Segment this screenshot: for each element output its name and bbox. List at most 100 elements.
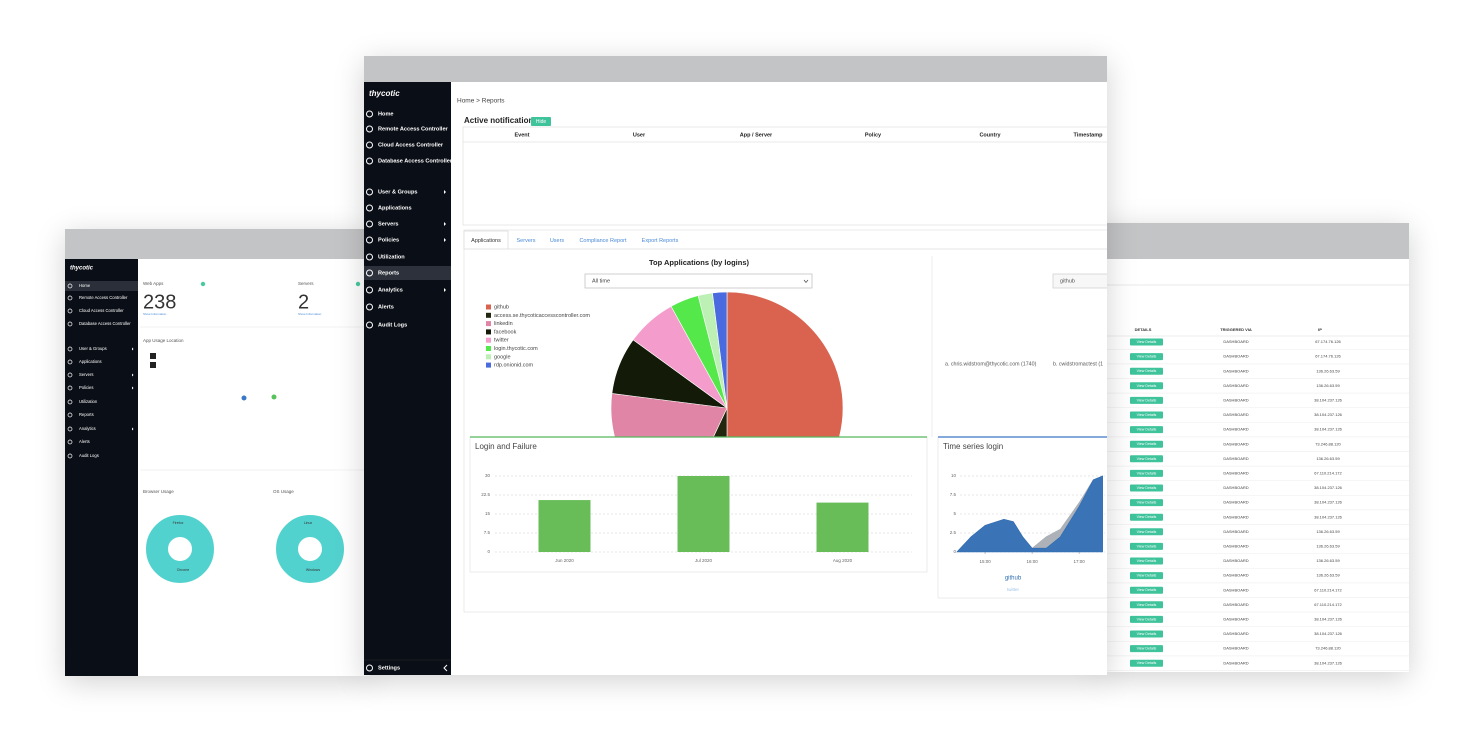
view-details-label[interactable]: View Details [1137, 384, 1157, 388]
view-details-label[interactable]: View Details [1137, 457, 1157, 461]
view-details-label[interactable]: View Details [1137, 442, 1157, 446]
tab[interactable]: Compliance Report [579, 238, 627, 244]
view-details-label[interactable]: View Details [1137, 647, 1157, 651]
legend-label: github [1005, 576, 1022, 582]
view-details-label[interactable]: View Details [1137, 559, 1157, 563]
hide-button[interactable] [531, 117, 551, 126]
view-details-button[interactable] [1130, 572, 1163, 580]
view-details-label[interactable]: View Details [1137, 515, 1157, 519]
nav-item[interactable]: User & Groups [378, 189, 417, 195]
view-details-button[interactable] [1130, 542, 1163, 550]
view-details-label[interactable]: View Details [1137, 588, 1157, 592]
nav-item[interactable]: Analytics [378, 287, 403, 293]
nav-item[interactable]: Home [378, 111, 394, 117]
nav-item[interactable]: Applications [79, 359, 102, 364]
nav-item[interactable]: Cloud Access Controller [378, 142, 444, 148]
ip: 38.104.237.126 [1314, 514, 1343, 519]
nav-item[interactable]: Cloud Access Controller [79, 308, 124, 313]
nav-item[interactable]: Analytics [79, 426, 96, 431]
nav-item[interactable]: Applications [378, 205, 412, 211]
view-details-button[interactable] [1130, 659, 1163, 667]
view-details-label[interactable]: View Details [1137, 632, 1157, 636]
view-details-button[interactable] [1130, 338, 1163, 346]
nav-item[interactable]: Policies [79, 385, 93, 390]
view-details-button[interactable] [1130, 455, 1163, 463]
hide-label[interactable]: Hide [536, 119, 547, 125]
view-details-label[interactable]: View Details [1137, 486, 1157, 490]
view-details-label[interactable]: View Details [1137, 340, 1157, 344]
view-details-button[interactable] [1130, 484, 1163, 492]
view-details-label[interactable]: View Details [1137, 413, 1157, 417]
breadcrumb: Home > Reports [457, 98, 505, 105]
nav-item[interactable]: Audit Logs [79, 453, 99, 458]
view-details-button[interactable] [1130, 499, 1163, 507]
nav-item[interactable]: Alerts [79, 439, 90, 444]
triggered-via: DASHBOARD [1223, 427, 1248, 432]
tab[interactable]: Applications [471, 238, 501, 244]
view-details-button[interactable] [1130, 528, 1163, 536]
status-dot [200, 281, 206, 287]
tab[interactable]: Export Reports [642, 238, 679, 244]
nav-item[interactable]: User & Groups [79, 346, 107, 351]
nav-item[interactable]: Database Access Controller [79, 321, 131, 326]
nav-item[interactable]: Utilization [79, 399, 98, 404]
legend-label: access.se.thycoticaccesscontroller.com [494, 313, 590, 319]
ip: 73.246.88.120 [1315, 441, 1341, 446]
view-details-label[interactable]: View Details [1137, 369, 1157, 373]
nav-item[interactable]: Home [79, 283, 91, 288]
view-details-button[interactable] [1130, 396, 1163, 404]
view-details-button[interactable] [1130, 440, 1163, 448]
view-details-label[interactable]: View Details [1137, 530, 1157, 534]
ip: 136.26.63.59 [1316, 558, 1340, 563]
view-details-label[interactable]: View Details [1137, 398, 1157, 402]
nav-item[interactable]: Reports [378, 270, 399, 276]
triggered-via: DASHBOARD [1223, 397, 1248, 402]
settings[interactable]: Settings [378, 665, 400, 671]
nav-item[interactable]: Alerts [378, 304, 394, 310]
nav-item[interactable]: Audit Logs [378, 322, 407, 328]
view-details-label[interactable]: View Details [1137, 355, 1157, 359]
nav-item[interactable]: Servers [79, 372, 93, 377]
view-details-label[interactable]: View Details [1137, 603, 1157, 607]
view-details-label[interactable]: View Details [1137, 661, 1157, 665]
view-details-button[interactable] [1130, 469, 1163, 477]
view-details-label[interactable]: View Details [1137, 574, 1157, 578]
view-details-button[interactable] [1130, 367, 1163, 375]
view-details-button[interactable] [1130, 630, 1163, 638]
view-details-button[interactable] [1130, 513, 1163, 521]
view-details-button[interactable] [1130, 645, 1163, 653]
ip: 38.104.237.126 [1314, 427, 1343, 432]
user-filter[interactable] [1052, 273, 1107, 289]
nav-item[interactable]: Remote Access Controller [79, 295, 128, 300]
nav-item[interactable]: Policies [378, 237, 399, 243]
tab[interactable]: Users [550, 238, 565, 244]
tab[interactable]: Servers [517, 238, 536, 244]
view-details-label[interactable]: View Details [1137, 544, 1157, 548]
view-details-button[interactable] [1130, 353, 1163, 361]
view-details-button[interactable] [1130, 601, 1163, 609]
nav-item[interactable]: Reports [79, 412, 94, 417]
view-details-button[interactable] [1130, 615, 1163, 623]
view-details-label[interactable]: View Details [1137, 428, 1157, 432]
view-details-button[interactable] [1130, 557, 1163, 565]
view-details-button[interactable] [1130, 586, 1163, 594]
active-tab [463, 230, 509, 250]
ip: 67.174.76.126 [1315, 354, 1341, 359]
user-item: a. chris.widstrom@thycotic.com (1740) [945, 361, 1037, 367]
nav-item[interactable]: Utilization [378, 254, 405, 260]
nav-item[interactable]: Remote Access Controller [378, 126, 449, 132]
view-details-label[interactable]: View Details [1137, 501, 1157, 505]
period-select[interactable] [584, 273, 813, 289]
view-details-button[interactable] [1130, 411, 1163, 419]
view-details-button[interactable] [1130, 382, 1163, 390]
legend-swatch [486, 346, 491, 351]
nav-item[interactable]: Servers [378, 221, 399, 227]
view-details-label[interactable]: View Details [1137, 471, 1157, 475]
nav-icon [366, 236, 373, 244]
view-details-label[interactable]: View Details [1137, 617, 1157, 621]
y-tick-label: 5 [953, 511, 956, 516]
triggered-via: DASHBOARD [1223, 573, 1248, 578]
triggered-via: DASHBOARD [1223, 368, 1248, 373]
view-details-button[interactable] [1130, 426, 1163, 434]
nav-item[interactable]: Database Access Controller [378, 158, 453, 164]
